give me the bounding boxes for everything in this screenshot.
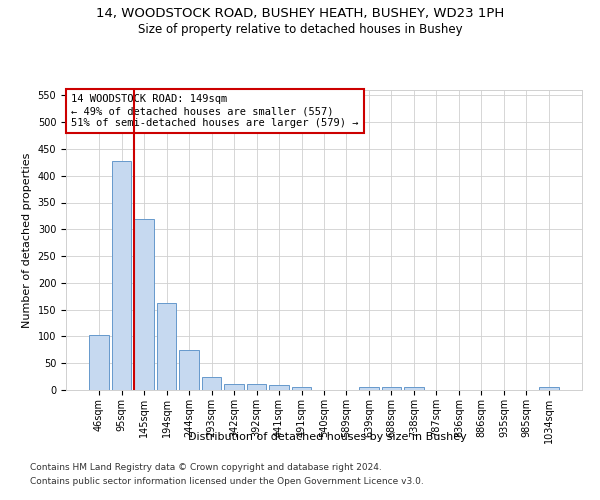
Text: Distribution of detached houses by size in Bushey: Distribution of detached houses by size … — [188, 432, 466, 442]
Text: Contains public sector information licensed under the Open Government Licence v3: Contains public sector information licen… — [30, 477, 424, 486]
Bar — [292, 387, 311, 390]
Bar — [539, 388, 559, 390]
Bar — [179, 350, 199, 390]
Bar — [247, 384, 266, 390]
Text: 14, WOODSTOCK ROAD, BUSHEY HEATH, BUSHEY, WD23 1PH: 14, WOODSTOCK ROAD, BUSHEY HEATH, BUSHEY… — [96, 8, 504, 20]
Bar — [202, 376, 221, 390]
Bar — [134, 218, 154, 390]
Y-axis label: Number of detached properties: Number of detached properties — [22, 152, 32, 328]
Bar — [157, 302, 176, 390]
Text: Size of property relative to detached houses in Bushey: Size of property relative to detached ho… — [137, 22, 463, 36]
Text: 14 WOODSTOCK ROAD: 149sqm
← 49% of detached houses are smaller (557)
51% of semi: 14 WOODSTOCK ROAD: 149sqm ← 49% of detac… — [71, 94, 359, 128]
Bar — [112, 161, 131, 390]
Bar — [359, 388, 379, 390]
Text: Contains HM Land Registry data © Crown copyright and database right 2024.: Contains HM Land Registry data © Crown c… — [30, 464, 382, 472]
Bar — [404, 388, 424, 390]
Bar — [224, 384, 244, 390]
Bar — [89, 335, 109, 390]
Bar — [269, 384, 289, 390]
Bar — [382, 388, 401, 390]
